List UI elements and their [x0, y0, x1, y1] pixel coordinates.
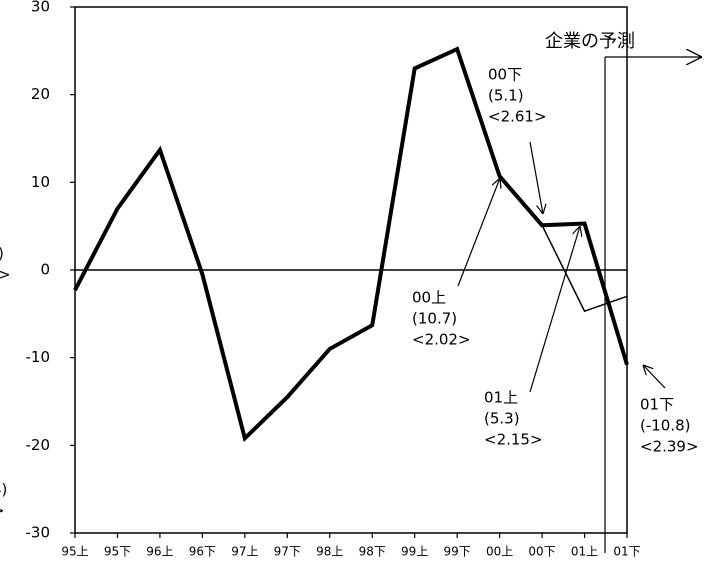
y-tick-label: -10: [26, 348, 51, 366]
annotation-text: 00下: [488, 66, 522, 84]
annotation-arrow: [529, 226, 580, 393]
y-tick-label: 10: [31, 173, 50, 191]
annotation-text: 01上: [484, 389, 518, 407]
y-tick-label: 30: [31, 0, 50, 16]
annotation-text: 00上: [412, 289, 446, 307]
annotation-text: <2.15>: [484, 431, 543, 449]
x-tick-label: 96下: [189, 545, 216, 559]
x-tick-label: 97上: [231, 545, 258, 559]
x-tick-label: 00上: [486, 545, 513, 559]
annotation-text: ): [0, 245, 4, 263]
annotation-text: <2.02>: [412, 331, 471, 349]
annotation-text: (5.3): [484, 410, 520, 428]
annotation-text: (-10.8): [640, 417, 691, 435]
y-tick-label: -30: [26, 524, 51, 542]
forecast-label: 企業の予測: [545, 31, 635, 52]
x-tick-label: 00下: [528, 545, 555, 559]
x-tick-label: 98上: [316, 545, 343, 559]
x-tick-label: 01上: [571, 545, 598, 559]
y-tick-label: 20: [31, 85, 50, 103]
annotation-arrow: [529, 141, 543, 214]
data-line: [541, 224, 628, 313]
annotation-arrow: [643, 365, 666, 389]
annotation-text: <2.39>: [640, 438, 699, 456]
annotation-text: 4): [0, 481, 7, 499]
annotation-text: 01下: [640, 396, 674, 414]
x-tick-label: 97下: [274, 545, 301, 559]
annotation-text: <2.61>: [488, 108, 547, 126]
x-tick-label: 99下: [444, 545, 471, 559]
x-tick-label: 98下: [359, 545, 386, 559]
annotation-text: >: [0, 502, 5, 520]
x-tick-label: 96上: [146, 545, 173, 559]
annotation-text: >: [0, 266, 11, 284]
data-line: [73, 46, 629, 443]
x-tick-label: 95下: [104, 545, 131, 559]
annotation-arrow: [457, 178, 500, 287]
x-tick-label: 99上: [401, 545, 428, 559]
x-tick-label: 01下: [613, 545, 640, 559]
y-tick-label: -20: [26, 436, 51, 454]
annotation-text: (10.7): [412, 310, 457, 328]
annotation-text: (5.1): [488, 87, 524, 105]
y-tick-label: 0: [40, 261, 50, 279]
x-tick-label: 95上: [61, 545, 88, 559]
